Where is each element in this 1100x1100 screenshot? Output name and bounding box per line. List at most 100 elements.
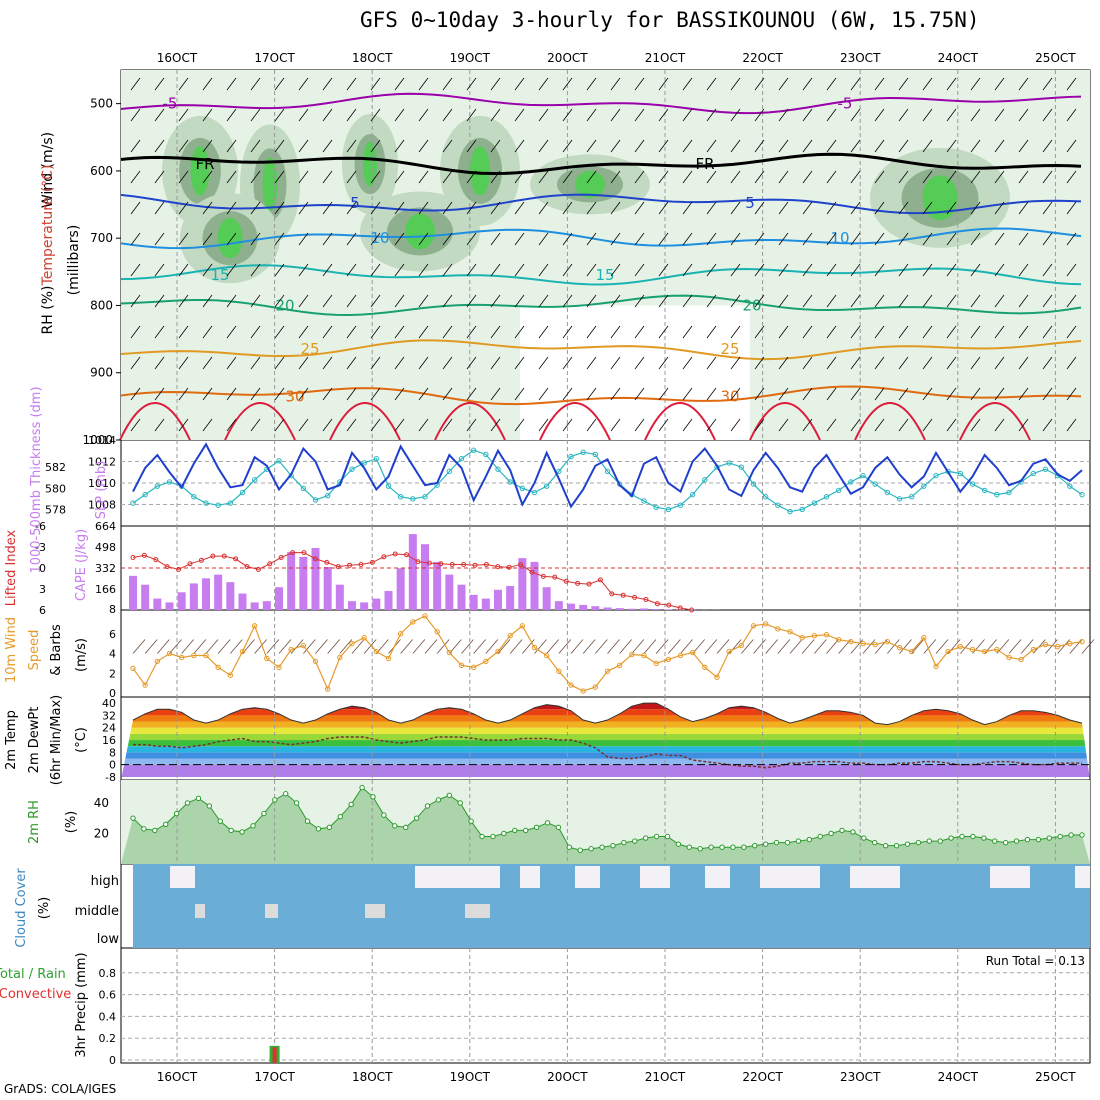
wind-speed-point [251, 623, 258, 629]
wind-barb [178, 77, 189, 91]
x-tick-label-bottom: 18OCT [352, 1070, 393, 1084]
wind-barb [346, 263, 357, 277]
wind-barb [706, 170, 717, 184]
li-point [244, 564, 250, 570]
wind-barb [570, 639, 584, 654]
thickness-point [811, 500, 818, 506]
wind-barb [610, 263, 621, 277]
wind-speed-point [373, 648, 380, 655]
wind-barb [154, 232, 165, 246]
thickness-point [300, 485, 307, 491]
wind-barb [250, 170, 261, 184]
li-point [620, 592, 626, 598]
wind-barb [586, 170, 597, 184]
wind-barb [826, 77, 837, 91]
isotherm-line [120, 152, 1082, 176]
wind-barb [514, 418, 525, 432]
cloud-gap-high [415, 866, 500, 888]
wind-barb [490, 325, 501, 339]
wind-barb [154, 294, 165, 308]
wind-barb [394, 263, 405, 277]
wind-speed-point [337, 654, 343, 661]
wind-barb [970, 418, 981, 432]
wind-speed-point [239, 648, 246, 655]
wind-barb [922, 232, 933, 246]
wind-barb [586, 201, 597, 215]
wind-speed-point [507, 633, 513, 639]
isotherm-label: -5 [838, 95, 853, 113]
isotherm-35 [434, 402, 506, 441]
wind-barb [226, 325, 237, 339]
li-point [449, 562, 455, 567]
wind-barb [874, 356, 885, 370]
wind-barb [826, 139, 837, 153]
wind-barb [442, 139, 453, 153]
wind-barb [418, 108, 429, 122]
wind-barb [658, 294, 669, 308]
wind-barb [418, 294, 429, 308]
cloud-gap-high [640, 866, 670, 888]
wind-barb [850, 77, 861, 91]
wind-barb [436, 639, 450, 654]
wind-barb [1066, 77, 1077, 91]
wind-barb [643, 639, 657, 654]
wind-barb [394, 170, 405, 184]
wind-barb [466, 387, 477, 401]
cloud-gap-high [705, 866, 730, 888]
wind-speed-point [921, 635, 927, 641]
cape-bar [238, 593, 247, 610]
wind-barb [1042, 294, 1053, 308]
li-point [632, 594, 638, 600]
x-tick-label-bottom: 20OCT [547, 1070, 588, 1084]
cape-bar [311, 548, 320, 610]
wind-barb [682, 77, 693, 91]
rh-point [577, 847, 583, 853]
li-point [472, 562, 478, 568]
x-tick-label-bottom: 19OCT [450, 1070, 491, 1084]
wind-barb [754, 139, 765, 153]
run-total-text: Run Total = 0.13 [986, 954, 1085, 968]
wind-barb [298, 294, 309, 308]
wind-barb [1042, 325, 1053, 339]
rh-point [261, 810, 267, 817]
wind-barb [514, 356, 525, 370]
wind-barb [850, 201, 861, 215]
wind-barb [826, 201, 837, 215]
wind-barb [658, 325, 669, 339]
wind-barb [802, 170, 813, 184]
thickness-point [689, 491, 696, 498]
li-point [324, 559, 330, 565]
wind-barb [730, 232, 741, 246]
wind-barb [658, 232, 669, 246]
wind-barb [274, 139, 285, 153]
wind-barb [706, 232, 717, 246]
wind-barb [130, 77, 141, 91]
thickness-point [483, 451, 489, 458]
wind-barb [346, 232, 357, 246]
wind-speed-point [178, 654, 185, 661]
wind-barb [466, 170, 477, 184]
thickness-point [446, 468, 453, 475]
rh-point [741, 844, 747, 850]
wind-barb [586, 387, 597, 401]
y-axis-label-temperature: Temperature (°C) [40, 165, 56, 287]
wind-barb [418, 77, 429, 91]
y-tick-label: 40 [102, 697, 116, 710]
li-point [483, 562, 489, 567]
wind-speed-point [300, 642, 307, 649]
wind-barb [850, 294, 861, 308]
wind-barb [461, 639, 474, 654]
wind-barb [682, 325, 693, 339]
wind-barb [850, 170, 861, 184]
wind-speed-point [969, 646, 976, 653]
y-axis-label-thickness: 1000-500mb Thickness (dm) [29, 386, 44, 573]
wind-barb [1066, 201, 1077, 215]
isotherm-line [120, 193, 1082, 215]
isotherm-label: 30 [720, 387, 739, 405]
wind-barb [418, 325, 429, 339]
rh-contour-region [262, 157, 278, 212]
wind-barb [778, 108, 789, 122]
rh-point [697, 846, 703, 852]
wind-barb [922, 263, 933, 277]
wind-barb [1018, 418, 1029, 432]
